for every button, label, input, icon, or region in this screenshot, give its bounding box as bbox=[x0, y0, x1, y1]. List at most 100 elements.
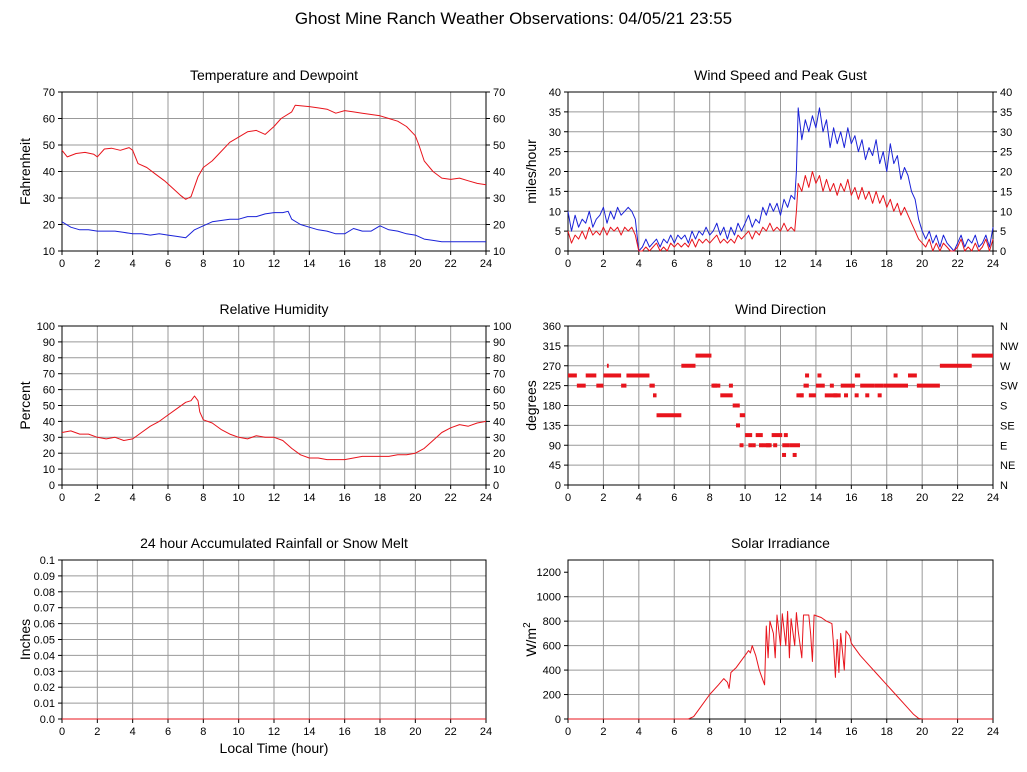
y-tick-label: 360 bbox=[543, 321, 561, 333]
x-tick-label: 8 bbox=[200, 492, 206, 504]
x-tick-label: 18 bbox=[374, 258, 386, 270]
plot-frame bbox=[61, 325, 487, 486]
series-line-red bbox=[61, 395, 487, 461]
compass-label: N bbox=[1000, 480, 1008, 492]
wind-direction-point bbox=[865, 393, 870, 398]
wind-direction-point bbox=[805, 373, 810, 378]
y-tick-label-right: 50 bbox=[493, 401, 505, 413]
x-tick-label: 12 bbox=[774, 258, 786, 270]
x-tick-label: 10 bbox=[739, 258, 751, 270]
y-tick-label-right: 5 bbox=[1000, 226, 1006, 238]
y-tick-label: 5 bbox=[555, 226, 561, 238]
x-tick-label: 12 bbox=[774, 492, 786, 504]
x-axis-label: Local Time (hour) bbox=[220, 740, 329, 756]
y-tick-label-right: 80 bbox=[493, 353, 505, 365]
x-tick-label: 20 bbox=[409, 258, 421, 270]
y-tick-label: 15 bbox=[549, 186, 561, 198]
x-tick-label: 14 bbox=[303, 258, 315, 270]
x-tick-label: 6 bbox=[165, 258, 171, 270]
wind-direction-point bbox=[792, 452, 797, 457]
y-tick-label: 800 bbox=[543, 616, 561, 628]
plot-frame bbox=[567, 91, 994, 252]
y-tick-label: 0.02 bbox=[34, 682, 55, 694]
y-tick-label-right: 20 bbox=[493, 448, 505, 460]
wind-direction-point bbox=[893, 373, 898, 378]
x-tick-label: 8 bbox=[200, 726, 206, 738]
x-tick-label: 0 bbox=[59, 258, 65, 270]
y-axis-label: miles/hour bbox=[523, 139, 539, 204]
wind-direction-point bbox=[748, 443, 753, 448]
y-tick-label-right: 100 bbox=[493, 321, 511, 333]
x-tick-label: 2 bbox=[94, 726, 100, 738]
x-tick-label: 12 bbox=[268, 726, 280, 738]
chart-title: 24 hour Accumulated Rainfall or Snow Mel… bbox=[140, 535, 408, 551]
x-tick-label: 24 bbox=[480, 258, 492, 270]
x-tick-label: 22 bbox=[951, 258, 963, 270]
x-tick-label: 20 bbox=[916, 258, 928, 270]
y-tick-label: 200 bbox=[543, 690, 561, 702]
y-tick-label-right: 10 bbox=[1000, 206, 1012, 218]
y-tick-label: 10 bbox=[549, 206, 561, 218]
y-tick-label: 30 bbox=[43, 432, 55, 444]
y-tick-label: 80 bbox=[43, 353, 55, 365]
x-tick-label: 2 bbox=[94, 258, 100, 270]
x-tick-label: 2 bbox=[600, 258, 606, 270]
wind-direction-point bbox=[759, 443, 764, 448]
x-tick-label: 0 bbox=[565, 726, 571, 738]
x-tick-label: 16 bbox=[339, 258, 351, 270]
x-tick-label: 4 bbox=[636, 492, 642, 504]
x-tick-label: 8 bbox=[707, 726, 713, 738]
y-tick-label-right: 40 bbox=[1000, 87, 1012, 99]
y-tick-label: 0 bbox=[555, 246, 561, 258]
compass-label: S bbox=[1000, 401, 1007, 413]
y-tick-label: 0 bbox=[555, 480, 561, 492]
x-tick-label: 4 bbox=[130, 726, 136, 738]
plot-frame bbox=[61, 91, 487, 252]
y-tick-label-right: 50 bbox=[493, 140, 505, 152]
y-tick-label: 60 bbox=[43, 385, 55, 397]
x-tick-label: 6 bbox=[671, 726, 677, 738]
series-line-red bbox=[568, 610, 993, 720]
plot-frame bbox=[567, 559, 994, 720]
wind-direction-point bbox=[854, 393, 859, 398]
x-tick-label: 24 bbox=[480, 726, 492, 738]
x-tick-label: 18 bbox=[881, 492, 893, 504]
x-tick-label: 14 bbox=[810, 258, 822, 270]
y-tick-label-right: 60 bbox=[493, 114, 505, 126]
x-tick-label: 4 bbox=[130, 258, 136, 270]
x-tick-label: 12 bbox=[268, 492, 280, 504]
y-tick-label: 25 bbox=[549, 147, 561, 159]
x-tick-label: 16 bbox=[845, 726, 857, 738]
wind-direction-point bbox=[773, 443, 778, 448]
y-tick-label: 0 bbox=[49, 480, 55, 492]
y-axis-label: Percent bbox=[17, 381, 33, 429]
y-tick-label: 0.1 bbox=[40, 555, 55, 567]
x-tick-label: 24 bbox=[480, 492, 492, 504]
x-tick-label: 12 bbox=[268, 258, 280, 270]
y-tick-label: 40 bbox=[549, 87, 561, 99]
wind-direction-point bbox=[782, 452, 787, 457]
chart-title: Solar Irradiance bbox=[731, 535, 830, 551]
y-tick-label: 50 bbox=[43, 401, 55, 413]
y-tick-label-right: 0 bbox=[493, 480, 499, 492]
y-tick-label: 40 bbox=[43, 167, 55, 179]
y-tick-label: 0.07 bbox=[34, 603, 55, 615]
y-axis-label: degrees bbox=[523, 380, 539, 431]
x-tick-label: 4 bbox=[636, 726, 642, 738]
x-tick-label: 18 bbox=[881, 258, 893, 270]
x-tick-label: 18 bbox=[374, 726, 386, 738]
x-tick-label: 6 bbox=[165, 492, 171, 504]
chart-5: 24 hour Accumulated Rainfall or Snow Mel… bbox=[17, 535, 492, 738]
x-tick-label: 0 bbox=[59, 492, 65, 504]
x-tick-label: 6 bbox=[671, 258, 677, 270]
y-tick-label: 180 bbox=[543, 401, 561, 413]
series-line-red bbox=[567, 171, 994, 252]
y-tick-label-right: 40 bbox=[493, 416, 505, 428]
x-tick-label: 10 bbox=[739, 726, 751, 738]
x-tick-label: 22 bbox=[445, 492, 457, 504]
